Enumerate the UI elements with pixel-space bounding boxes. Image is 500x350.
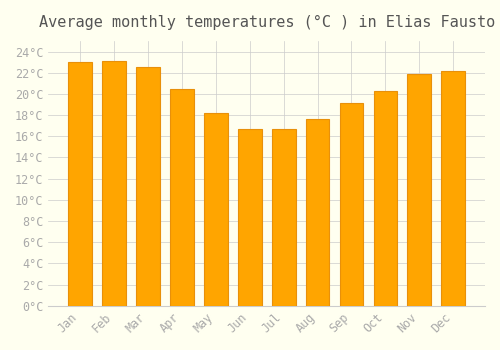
- Bar: [68, 62, 92, 306]
- Title: Average monthly temperatures (°C ) in Elias Fausto: Average monthly temperatures (°C ) in El…: [38, 15, 495, 30]
- Bar: [306, 119, 330, 306]
- Bar: [238, 129, 262, 306]
- Bar: [408, 74, 431, 306]
- Bar: [102, 61, 126, 306]
- Bar: [340, 104, 363, 306]
- Bar: [374, 91, 398, 306]
- Bar: [136, 68, 160, 306]
- Bar: [272, 129, 295, 306]
- Bar: [170, 89, 194, 306]
- Bar: [204, 113, 228, 306]
- Bar: [442, 71, 465, 306]
